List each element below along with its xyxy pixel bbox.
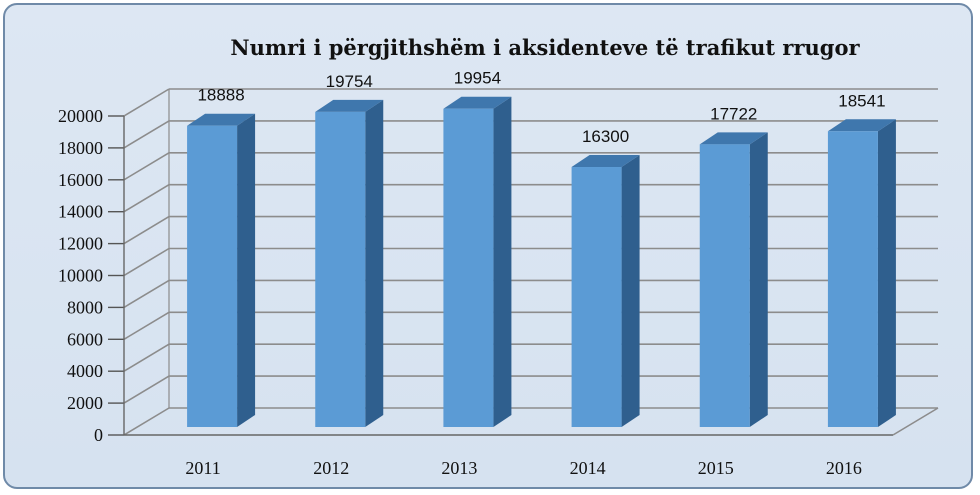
y-tick-label: 14000	[58, 202, 103, 222]
bar-front	[827, 131, 878, 427]
bar-front	[571, 167, 622, 427]
y-tick-label: 12000	[58, 234, 103, 254]
y-tick-label: 2000	[67, 393, 103, 413]
axes	[108, 89, 939, 436]
gridline-side	[123, 407, 170, 436]
x-tick-label: 2014	[570, 458, 606, 478]
y-tick-label: 4000	[67, 361, 103, 381]
x-tick-label: 2013	[441, 458, 477, 478]
gridline-side	[123, 152, 170, 181]
gridline-side	[123, 184, 170, 213]
y-tick-label: 6000	[67, 329, 103, 349]
floor-edge	[892, 407, 939, 436]
y-tick-label: 0	[94, 425, 103, 445]
bar-top	[443, 96, 512, 109]
bar-2016	[827, 119, 896, 427]
bar-top	[187, 113, 256, 126]
x-tick-label: 2016	[826, 458, 862, 478]
bar-side	[237, 113, 256, 428]
bar-front	[699, 144, 750, 427]
bar-2014	[571, 155, 640, 427]
data-label: 17722	[710, 104, 757, 123]
y-tick-label: 8000	[67, 297, 103, 317]
bar-top	[315, 99, 384, 112]
gridline-side	[123, 375, 170, 404]
data-label: 18888	[197, 86, 244, 105]
chart-title: Numri i përgjithshëm i aksidenteve të tr…	[230, 35, 860, 60]
bar-2011	[187, 113, 256, 428]
bar-2013	[443, 96, 512, 427]
data-label: 19954	[454, 69, 501, 88]
gridline-side	[123, 311, 170, 340]
y-tick-label: 10000	[58, 266, 103, 286]
bar-front	[187, 125, 238, 428]
bar-side	[493, 96, 512, 427]
y-tick-label: 16000	[58, 170, 103, 190]
x-tick-label: 2011	[185, 458, 220, 478]
bar-2012	[315, 99, 384, 427]
bar-top	[699, 132, 768, 145]
bar-front	[315, 111, 366, 427]
gridline-side	[123, 120, 170, 149]
data-label: 19754	[326, 72, 373, 91]
y-tick-label: 18000	[58, 138, 103, 158]
gridline-side	[123, 279, 170, 309]
gridline-side	[123, 343, 170, 372]
gridline-side	[123, 215, 170, 245]
bar-side	[877, 119, 896, 427]
bar-side	[749, 132, 768, 427]
bars	[187, 96, 896, 428]
bar-side	[621, 155, 640, 427]
bar-side	[365, 99, 384, 427]
gridline-side	[123, 88, 170, 117]
gridline-side	[123, 247, 170, 277]
data-label: 18541	[838, 91, 885, 110]
y-axis-ticks: 0 2000 4000 6000 8000 10000 12000 14000 16000 180…	[58, 106, 103, 445]
x-axis-ticks: 2011 2012 2013 2014 2015 2016	[185, 458, 862, 478]
data-label: 16300	[582, 127, 629, 146]
bar-front	[443, 108, 494, 427]
x-tick-label: 2012	[313, 458, 349, 478]
bar-top	[827, 119, 896, 132]
data-labels: 18888 19754 19954 16300 17722 18541	[197, 69, 885, 146]
x-tick-label: 2015	[698, 458, 734, 478]
y-tick-label: 20000	[58, 106, 103, 126]
gridlines	[123, 88, 938, 436]
bar-top	[571, 155, 640, 168]
bar-2015	[699, 132, 768, 427]
